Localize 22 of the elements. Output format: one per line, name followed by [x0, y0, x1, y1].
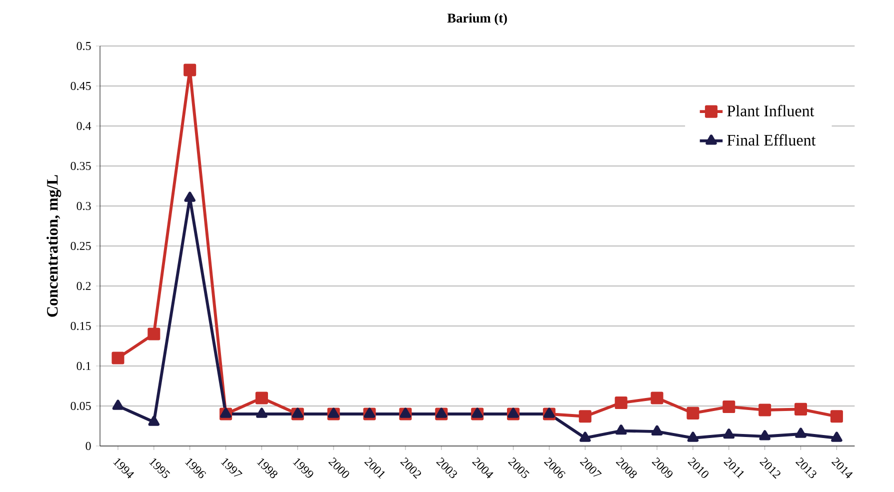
x-tick-label: 1995 [149, 458, 170, 478]
x-tick-label: 1998 [256, 458, 278, 478]
y-axis-title: Concentration, mg/L [46, 175, 62, 317]
y-tick-label: 0.15 [70, 322, 91, 330]
y-tick-label: 0.5 [76, 42, 91, 50]
y-tick-label: 0.35 [70, 162, 91, 170]
y-tick-label: 0.4 [76, 122, 92, 130]
y-tick-label: 0.2 [76, 282, 91, 290]
x-tick-label: 1994 [113, 458, 134, 478]
y-tick-label: 0.25 [70, 242, 91, 250]
legend-label: Plant Influent [727, 104, 814, 116]
y-tick-label: 0.05 [70, 402, 91, 410]
x-tick-label: 1997 [220, 458, 242, 477]
y-tick-label: 0.45 [70, 82, 91, 90]
y-tick-label: 0.1 [76, 362, 91, 370]
y-tick-label: 0 [86, 442, 91, 450]
legend-label: Final Effluent [727, 134, 816, 146]
x-tick-label: 1996 [184, 458, 206, 478]
x-tick-label: 2007 [580, 457, 602, 477]
chart-title: Barium (t) [447, 13, 507, 26]
y-tick-label: 0.3 [76, 202, 91, 210]
x-tick-label: 1999 [292, 458, 314, 478]
